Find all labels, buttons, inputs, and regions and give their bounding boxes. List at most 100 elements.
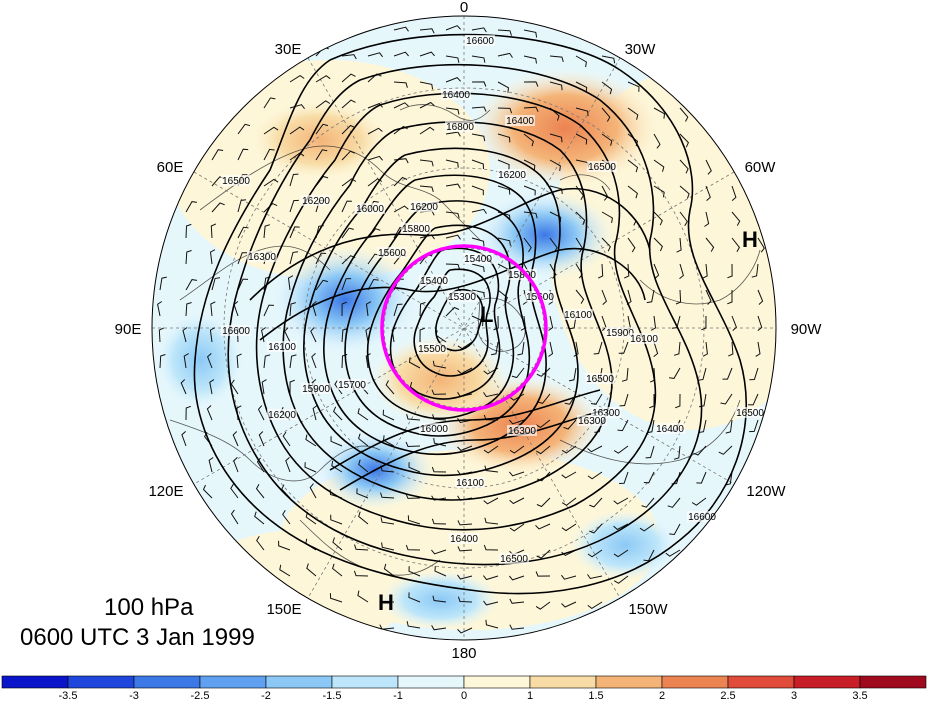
- wind-barb: [289, 199, 299, 213]
- colorbar-swatch: [661, 675, 729, 689]
- wind-barb: [705, 289, 712, 305]
- contour-label-bg: [449, 533, 479, 544]
- wind-barb: [497, 52, 513, 58]
- wind-barb: [646, 419, 655, 434]
- longitude-label: 90W: [791, 321, 823, 338]
- wind-barb: [575, 81, 588, 93]
- contour-label-bg: [507, 269, 537, 280]
- wind-barb: [536, 367, 551, 377]
- wind-barb: [185, 201, 197, 213]
- wind-barb: [549, 263, 557, 279]
- wind-barb: [669, 523, 681, 536]
- contour-label-bg: [267, 409, 297, 420]
- highlight-circle: [380, 244, 548, 412]
- wind-barb: [619, 393, 629, 407]
- wind-barb: [334, 379, 343, 395]
- wind-barb: [419, 28, 435, 34]
- wind-barb: [333, 406, 343, 421]
- contour-label: 16300: [592, 408, 620, 419]
- wind-barb: [385, 380, 395, 395]
- contour-label-bg: [247, 251, 277, 262]
- wind-barb: [613, 497, 629, 505]
- contour-label: 15500: [418, 344, 446, 355]
- wind-barb: [406, 414, 421, 421]
- wind-barb: [432, 414, 447, 421]
- wind-barb: [185, 302, 192, 317]
- wind-barb: [536, 445, 551, 455]
- contour-label: 15300: [448, 292, 476, 303]
- contour-label: 16200: [410, 202, 438, 213]
- wind-barb: [728, 341, 734, 357]
- contour-label-bg: [377, 247, 407, 258]
- wind-barb: [549, 133, 563, 143]
- wind-barb: [255, 484, 265, 499]
- contour-16600: [193, 33, 748, 595]
- contour-jet-c: [329, 389, 601, 471]
- wind-barb: [341, 73, 356, 83]
- wind-barb: [419, 126, 435, 135]
- wind-barb: [601, 81, 613, 95]
- longitude-label: 60E: [157, 159, 184, 176]
- wind-barb: [493, 315, 499, 331]
- wind-barb: [431, 495, 447, 501]
- wind-barb: [315, 100, 331, 109]
- contour-label: 16200: [498, 170, 526, 181]
- wind-barb: [675, 393, 681, 409]
- wind-barb: [354, 544, 369, 551]
- wind-barb: [653, 107, 666, 119]
- wind-barb: [653, 159, 665, 172]
- wind-barb: [667, 497, 681, 508]
- wind-barb: [431, 625, 447, 631]
- wind-barb: [315, 149, 328, 161]
- wind-barb: [471, 315, 484, 327]
- wind-barb: [237, 252, 248, 265]
- wind-barb: [537, 471, 551, 482]
- wind-barb: [445, 55, 460, 63]
- contour-label: 16600: [222, 326, 250, 337]
- wind-barb: [497, 81, 510, 93]
- wind-barb: [419, 101, 435, 109]
- wind-barb: [419, 327, 425, 343]
- wind-barb: [536, 549, 551, 559]
- contour-label: 16500: [500, 554, 528, 565]
- wind-barb: [523, 81, 539, 87]
- wind-barb: [393, 51, 409, 57]
- wind-barb: [523, 185, 536, 196]
- wind-barb: [731, 315, 737, 331]
- wind-barb: [627, 185, 638, 199]
- wind-barb: [601, 107, 611, 122]
- wind-barb: [181, 431, 187, 447]
- wind-barb: [285, 457, 291, 473]
- wind-barb: [393, 26, 409, 32]
- wind-barb: [627, 81, 640, 92]
- wind-barb: [691, 497, 707, 506]
- contour-label-bg: [301, 383, 331, 394]
- wind-barb: [535, 601, 551, 610]
- contour-label: 16100: [456, 478, 484, 489]
- contour-label-bg: [419, 275, 449, 286]
- wind-barb: [483, 544, 499, 551]
- coastlines: [169, 104, 761, 576]
- wind-barb: [383, 563, 395, 577]
- wind-barb: [408, 566, 421, 577]
- wind-barb: [382, 409, 395, 421]
- wind-barb: [358, 511, 369, 525]
- wind-barb: [419, 185, 434, 193]
- wind-barb: [702, 263, 708, 279]
- wind-barb: [431, 518, 447, 525]
- wind-barb: [341, 178, 357, 187]
- colorbar-label: -1.5: [323, 690, 342, 702]
- colorbar-label: -2.5: [191, 690, 210, 702]
- wind-barb: [575, 55, 587, 68]
- wind-barb: [561, 523, 577, 532]
- wind-barb: [315, 75, 331, 83]
- wind-barb: [306, 563, 317, 577]
- contour-label: 16300: [508, 426, 536, 437]
- wind-barb: [341, 227, 354, 239]
- contour-label-bg: [447, 291, 477, 302]
- wind-barb: [263, 148, 275, 161]
- wind-barb: [627, 159, 639, 173]
- wind-barb: [405, 544, 421, 551]
- contour-jet-d: [339, 409, 606, 491]
- wind-barb: [757, 315, 763, 331]
